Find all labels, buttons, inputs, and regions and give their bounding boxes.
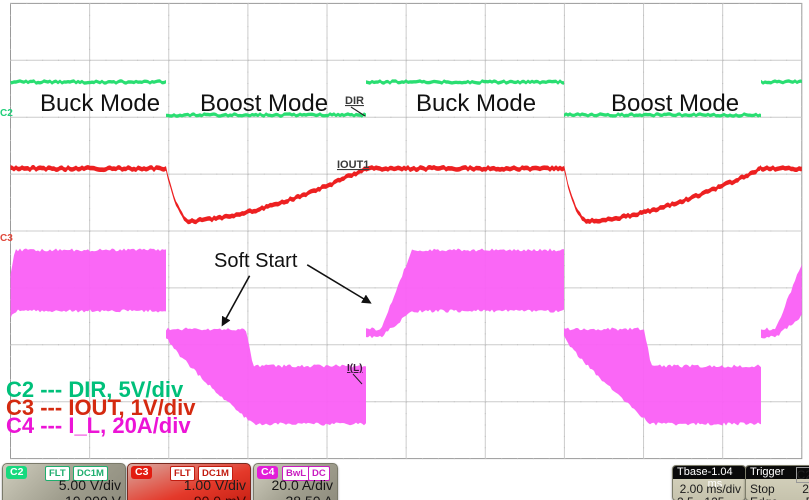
svg-text:IOUT1: IOUT1 [337,159,369,171]
svg-text:C2: C2 [0,108,13,119]
svg-text:I(L): I(L) [347,363,363,374]
svg-text:DIR: DIR [345,95,364,107]
svg-text:C3: C3 [0,233,13,244]
